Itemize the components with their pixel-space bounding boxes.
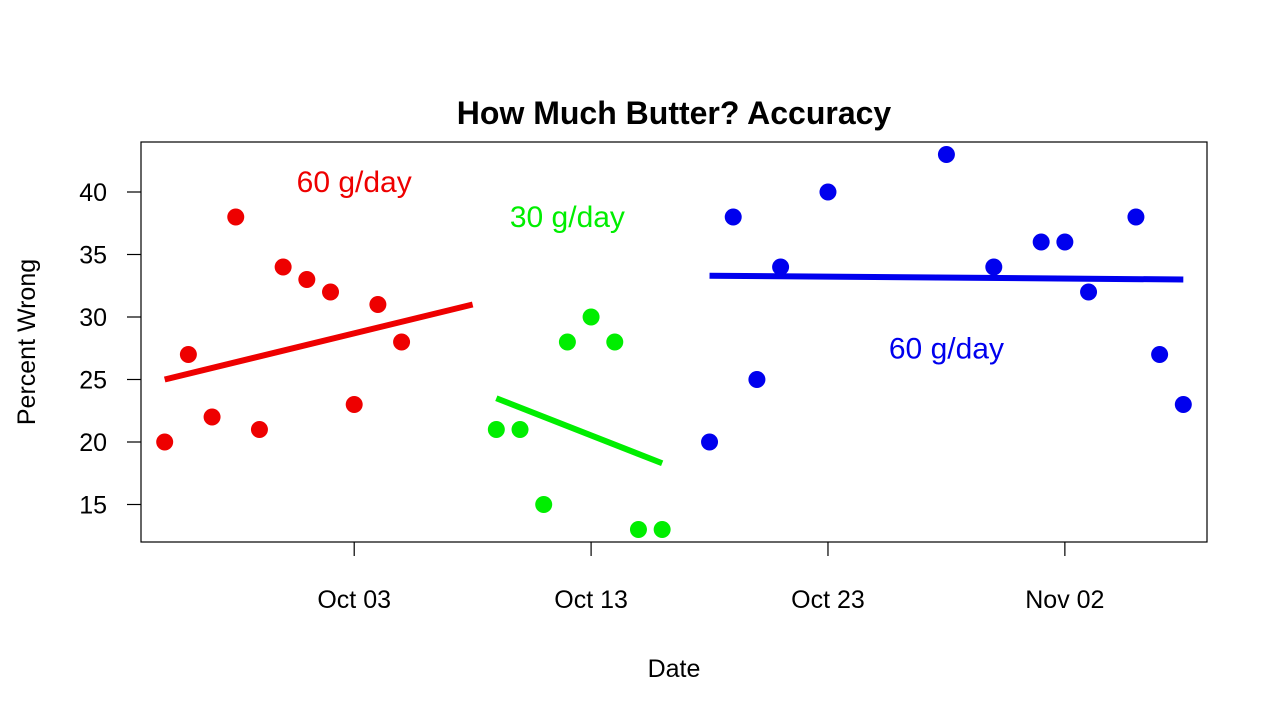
data-point <box>558 333 576 351</box>
y-tick-label: 30 <box>79 304 107 332</box>
annotation-label: 60 g/day <box>297 166 412 199</box>
data-point <box>1056 233 1074 251</box>
data-point <box>772 258 790 276</box>
data-point <box>322 283 340 301</box>
series-layer <box>156 146 1192 538</box>
annotation-label: 60 g/day <box>889 332 1004 365</box>
y-tick-label: 20 <box>79 429 107 457</box>
data-point <box>203 408 221 426</box>
trend-line <box>163 301 474 383</box>
plot-frame <box>140 141 1208 543</box>
data-point <box>653 521 671 538</box>
data-point <box>345 396 363 413</box>
data-point <box>606 333 624 351</box>
x-axis: Oct 03 Oct 13 Oct 23 Nov 02 <box>317 542 1104 614</box>
annotation-layer: 60 g/day 30 g/day 60 g/day <box>297 166 1004 365</box>
trend-line <box>709 272 1184 283</box>
data-point <box>1032 233 1050 251</box>
x-tick-label: Oct 13 <box>554 586 628 614</box>
data-point <box>227 208 245 226</box>
x-tick-label: Oct 23 <box>791 586 865 614</box>
data-point <box>985 258 1003 276</box>
data-point <box>701 433 719 451</box>
x-tick-label: Oct 03 <box>317 586 391 614</box>
data-point <box>1151 346 1169 363</box>
y-axis: 15 20 25 30 35 40 <box>79 179 141 520</box>
data-point <box>1127 208 1145 226</box>
data-point <box>511 421 529 438</box>
data-point <box>819 183 837 201</box>
data-point <box>250 421 268 438</box>
data-point <box>179 346 197 363</box>
y-tick-label: 15 <box>79 492 107 520</box>
data-point <box>629 521 647 538</box>
data-point <box>937 146 955 163</box>
data-point <box>724 208 742 226</box>
data-point <box>369 296 387 313</box>
data-point <box>535 496 553 513</box>
chart-title: How Much Butter? Accuracy <box>457 95 892 131</box>
data-point <box>748 371 766 388</box>
data-point <box>156 433 174 451</box>
data-point <box>1174 396 1192 413</box>
y-tick-label: 40 <box>79 179 107 207</box>
trend-line <box>495 395 664 467</box>
data-point <box>582 308 600 326</box>
series-1 <box>487 308 671 538</box>
data-point <box>393 333 411 351</box>
series-2 <box>701 146 1192 451</box>
y-axis-label: Percent Wrong <box>13 259 41 425</box>
x-axis-label: Date <box>648 655 701 683</box>
y-tick-label: 25 <box>79 367 107 395</box>
data-point <box>298 271 316 288</box>
series-0 <box>156 208 474 451</box>
data-point <box>1080 283 1098 301</box>
data-point <box>274 258 292 276</box>
y-tick-label: 35 <box>79 242 107 270</box>
annotation-label: 30 g/day <box>510 201 625 234</box>
x-tick-label: Nov 02 <box>1025 586 1104 614</box>
data-point <box>487 421 505 438</box>
